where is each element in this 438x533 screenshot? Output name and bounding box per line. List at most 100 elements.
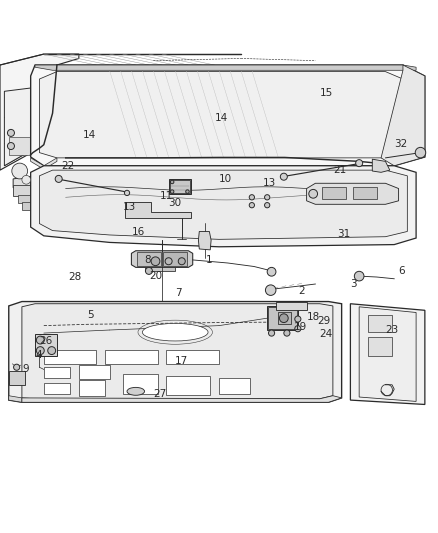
Bar (368, 336, 392, 356)
Polygon shape (198, 231, 211, 250)
Text: 24: 24 (320, 329, 333, 340)
Text: 15: 15 (320, 88, 333, 99)
Circle shape (186, 190, 189, 193)
Bar (368, 314, 392, 332)
Circle shape (249, 195, 254, 200)
Text: 32: 32 (394, 139, 407, 149)
Circle shape (124, 190, 130, 196)
Circle shape (14, 364, 20, 370)
Text: 30: 30 (169, 198, 182, 208)
Polygon shape (44, 350, 96, 364)
Polygon shape (31, 65, 425, 166)
Circle shape (354, 271, 364, 281)
Polygon shape (79, 365, 110, 379)
Bar (13, 185, 48, 197)
Circle shape (22, 175, 31, 184)
Polygon shape (39, 71, 403, 158)
Polygon shape (79, 381, 105, 395)
Polygon shape (4, 87, 39, 166)
Text: 2: 2 (298, 286, 304, 296)
Circle shape (265, 195, 270, 200)
Circle shape (249, 203, 254, 208)
Polygon shape (267, 306, 298, 330)
Text: 1: 1 (206, 255, 212, 265)
Bar (22, 201, 44, 209)
Text: 29: 29 (318, 316, 331, 326)
Circle shape (170, 180, 174, 184)
Text: 20: 20 (149, 271, 162, 281)
Circle shape (165, 258, 172, 265)
Text: 27: 27 (153, 389, 166, 399)
Polygon shape (372, 159, 390, 172)
Polygon shape (31, 158, 57, 169)
Polygon shape (9, 302, 342, 402)
Polygon shape (125, 201, 191, 219)
Polygon shape (166, 376, 210, 395)
Text: 3: 3 (350, 279, 357, 289)
Text: 4: 4 (35, 350, 42, 360)
Bar (9, 138, 31, 155)
Polygon shape (22, 395, 342, 402)
Text: 9: 9 (22, 365, 28, 374)
Circle shape (309, 189, 318, 198)
Polygon shape (22, 304, 333, 399)
Polygon shape (35, 65, 416, 70)
Text: 17: 17 (175, 356, 188, 366)
Text: 21: 21 (333, 165, 346, 175)
Text: 13: 13 (263, 178, 276, 188)
Circle shape (415, 147, 426, 158)
Circle shape (7, 142, 14, 150)
Polygon shape (169, 179, 191, 194)
Text: 7: 7 (175, 288, 182, 298)
Polygon shape (0, 54, 79, 170)
Circle shape (265, 285, 276, 295)
Polygon shape (359, 307, 416, 401)
Circle shape (36, 336, 44, 344)
Polygon shape (350, 304, 425, 405)
Circle shape (36, 346, 44, 354)
Text: 23: 23 (385, 325, 399, 335)
Circle shape (279, 314, 288, 322)
Bar (137, 252, 161, 266)
Circle shape (151, 257, 160, 265)
Bar (18, 195, 44, 203)
Ellipse shape (142, 324, 208, 341)
Circle shape (295, 326, 301, 332)
Polygon shape (278, 312, 291, 324)
Bar (170, 180, 190, 193)
Circle shape (178, 258, 185, 265)
Text: 13: 13 (123, 203, 136, 212)
Circle shape (295, 316, 301, 322)
Polygon shape (123, 374, 158, 393)
Polygon shape (381, 65, 425, 166)
Text: 8: 8 (145, 255, 151, 265)
Polygon shape (39, 170, 407, 239)
Circle shape (7, 130, 14, 136)
Polygon shape (31, 166, 416, 247)
Circle shape (284, 330, 290, 336)
Text: 18: 18 (307, 312, 320, 322)
Polygon shape (166, 350, 219, 364)
Polygon shape (13, 174, 53, 188)
Bar (163, 252, 187, 266)
Polygon shape (35, 334, 57, 356)
Bar (268, 307, 297, 329)
Polygon shape (44, 383, 70, 393)
Text: 14: 14 (215, 112, 228, 123)
Text: 28: 28 (68, 272, 81, 282)
Text: 16: 16 (131, 228, 145, 237)
Circle shape (55, 175, 62, 182)
Text: 6: 6 (399, 266, 405, 276)
Text: 11: 11 (160, 191, 173, 201)
Circle shape (145, 268, 152, 274)
Text: 14: 14 (83, 130, 96, 140)
Polygon shape (307, 183, 399, 204)
Ellipse shape (127, 387, 145, 395)
Circle shape (170, 190, 174, 193)
Text: 5: 5 (88, 310, 94, 320)
Circle shape (267, 268, 276, 276)
Bar (9, 371, 25, 385)
Polygon shape (105, 350, 158, 364)
Polygon shape (131, 251, 193, 268)
Polygon shape (219, 378, 250, 393)
